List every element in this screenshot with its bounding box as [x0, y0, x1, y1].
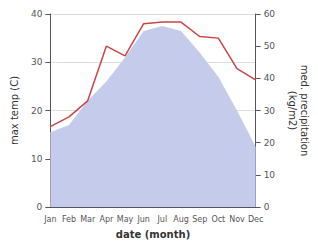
svg-text:50: 50 [264, 41, 276, 51]
svg-text:20: 20 [31, 106, 43, 116]
svg-text:Aug: Aug [173, 215, 189, 224]
svg-text:40: 40 [31, 9, 43, 19]
svg-text:max temp (C): max temp (C) [9, 76, 20, 145]
svg-text:10: 10 [31, 154, 43, 164]
svg-text:Dec: Dec [248, 215, 263, 224]
svg-text:10: 10 [264, 170, 276, 180]
svg-text:0: 0 [37, 202, 43, 212]
svg-text:Jul: Jul [157, 215, 168, 224]
svg-text:Oct: Oct [211, 215, 225, 224]
svg-text:30: 30 [264, 106, 276, 116]
svg-text:Mar: Mar [80, 215, 96, 224]
svg-text:30: 30 [31, 57, 43, 67]
svg-text:20: 20 [264, 138, 276, 148]
svg-text:Apr: Apr [99, 215, 114, 224]
svg-text:med. precipitation: med. precipitation [299, 65, 310, 157]
svg-text:date (month): date (month) [116, 229, 190, 240]
svg-text:40: 40 [264, 73, 276, 83]
svg-text:Jun: Jun [136, 215, 150, 224]
svg-text:Nov: Nov [229, 215, 245, 224]
svg-text:Sep: Sep [192, 215, 207, 224]
svg-text:0: 0 [264, 202, 270, 212]
svg-text:Jan: Jan [43, 215, 56, 224]
svg-text:Feb: Feb [62, 215, 76, 224]
svg-text:60: 60 [264, 9, 276, 19]
svg-text:(kg/m2): (kg/m2) [287, 91, 298, 131]
svg-text:May: May [117, 215, 134, 224]
